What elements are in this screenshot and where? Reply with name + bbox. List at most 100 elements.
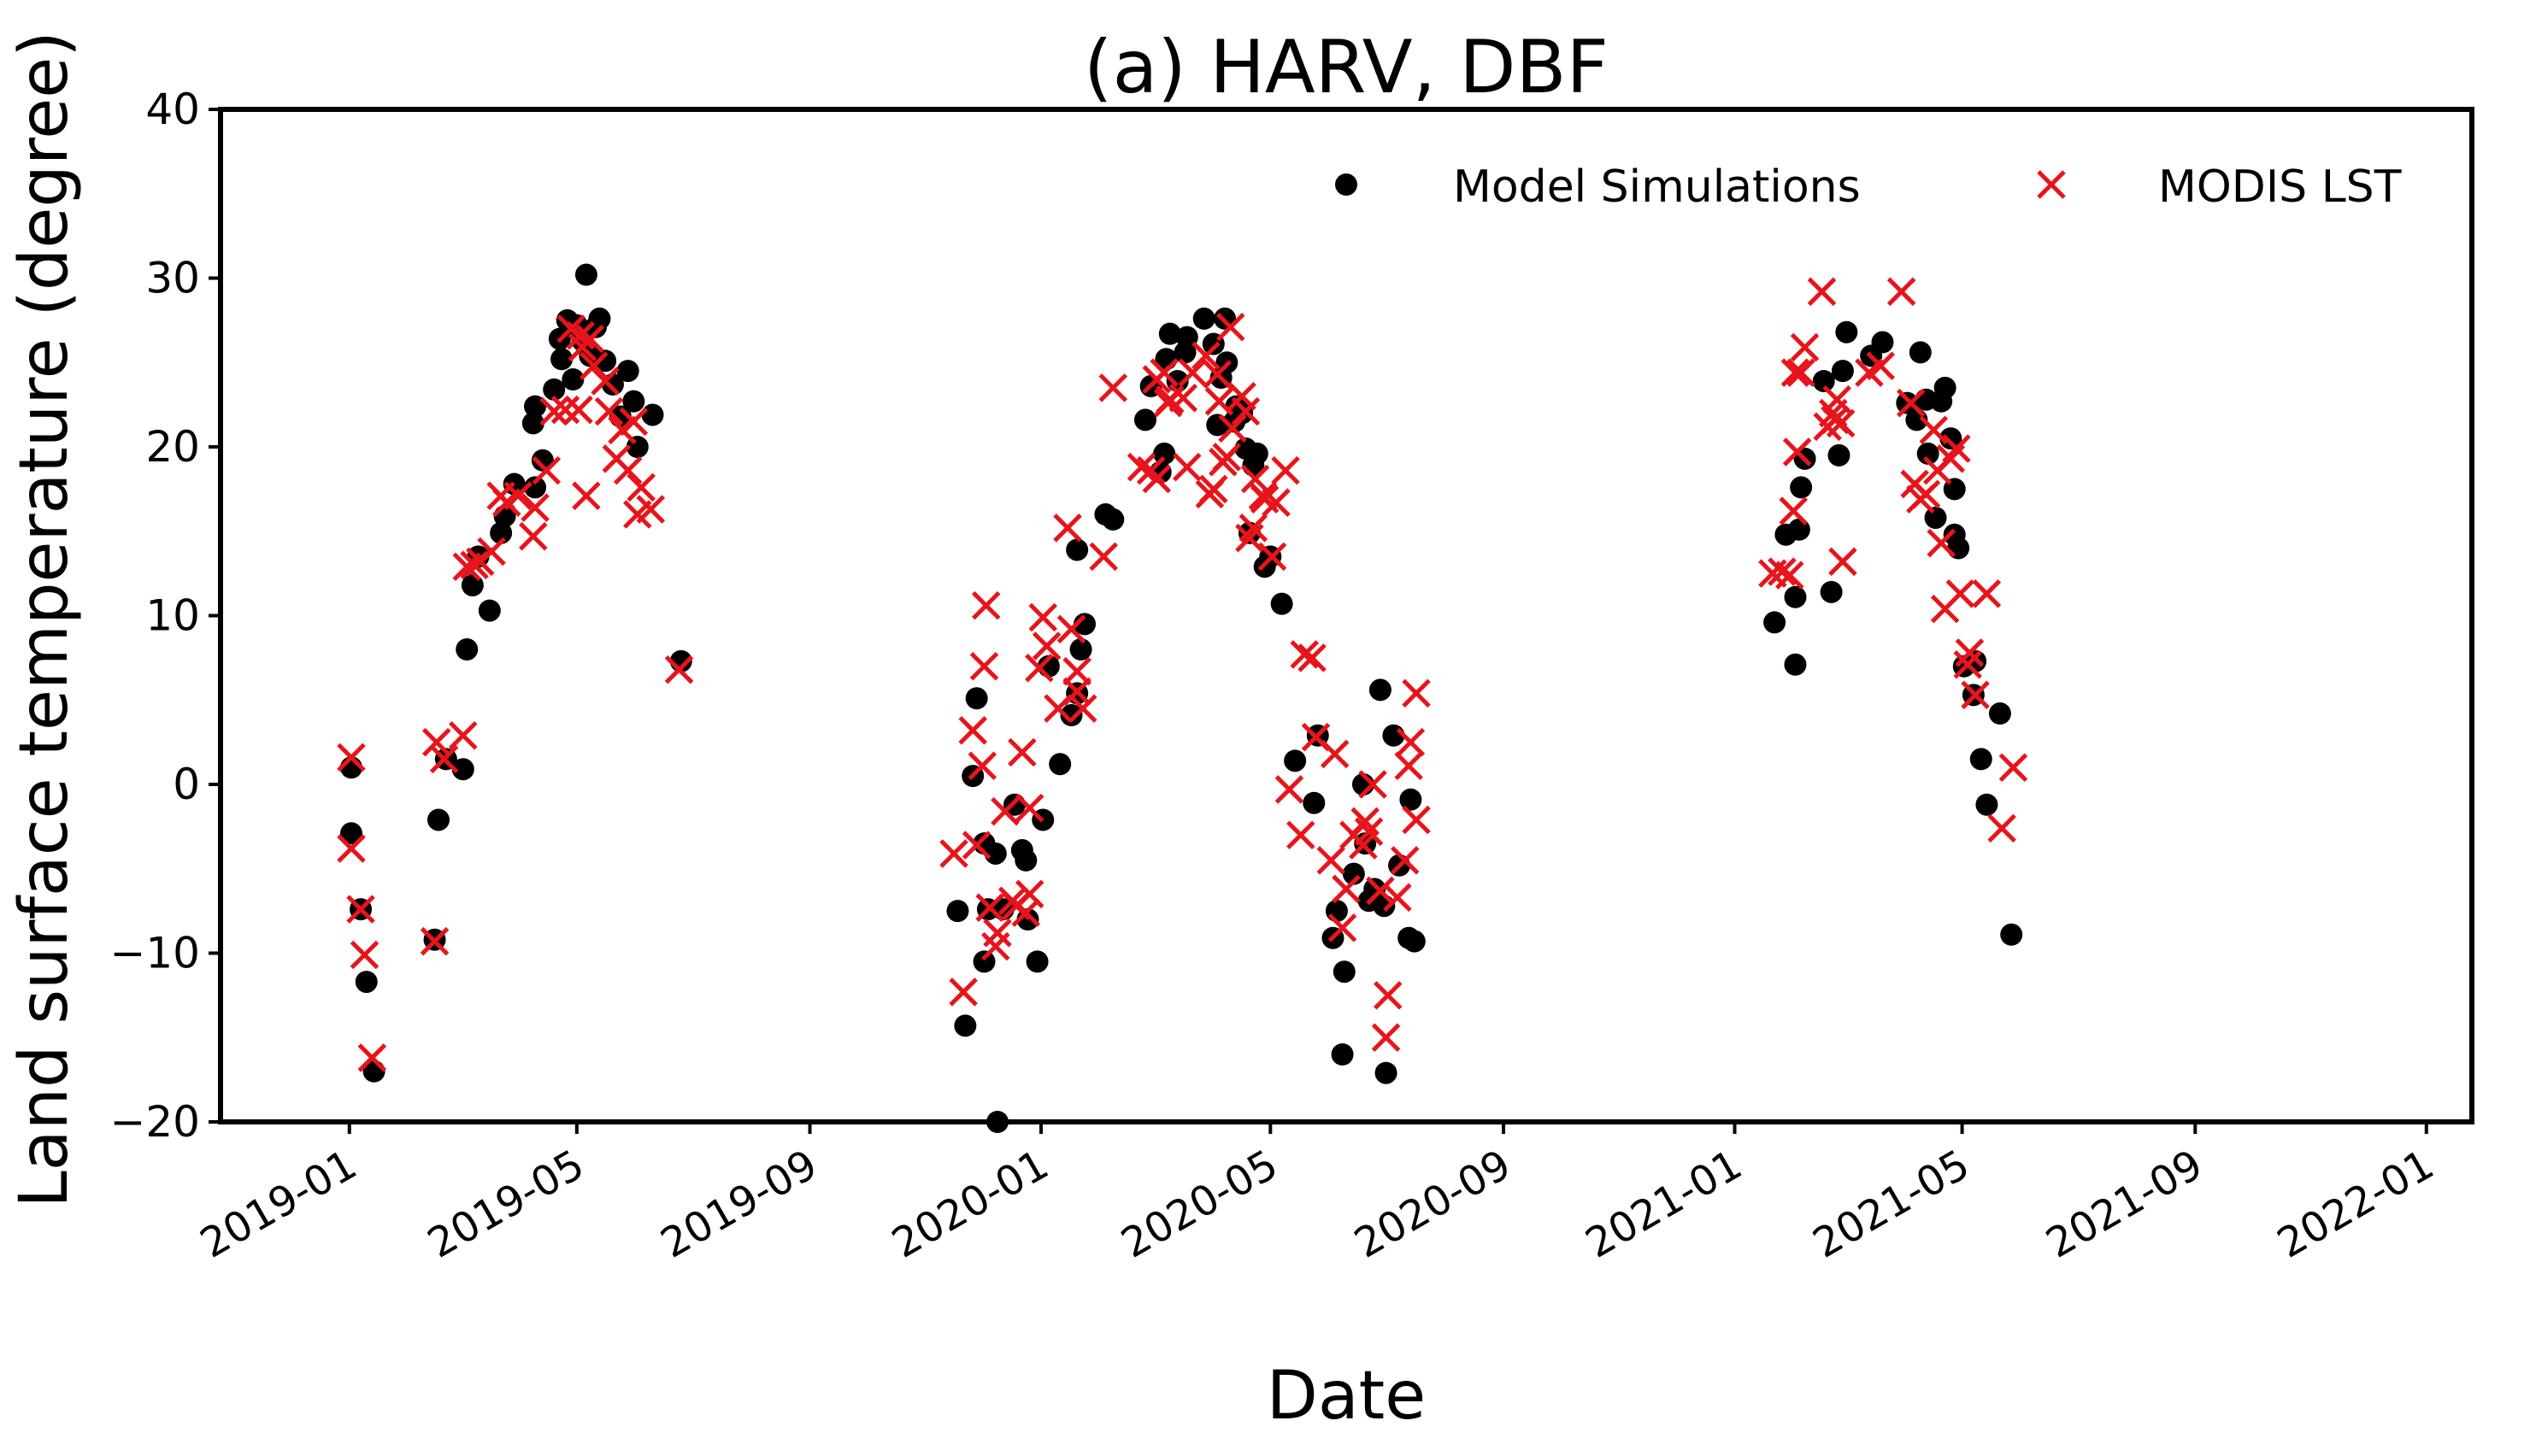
modis-point — [613, 455, 643, 485]
modis-point — [1327, 913, 1357, 942]
model-point — [1831, 360, 1854, 383]
modis-point — [1822, 385, 1852, 414]
modis-point — [1775, 561, 1804, 590]
modis-point-stroke — [1168, 383, 1198, 413]
modis-point — [1089, 542, 1118, 572]
modis-point-stroke — [619, 407, 649, 437]
modis-point-stroke — [969, 651, 999, 681]
modis-point-stroke — [1191, 341, 1221, 371]
modis-point-stroke — [613, 455, 643, 485]
modis-point — [1172, 452, 1202, 482]
model-point — [1069, 638, 1092, 660]
model-point — [1784, 653, 1807, 676]
modis-point-stroke — [1327, 913, 1357, 942]
modis-point — [1961, 680, 1990, 710]
model-point — [1342, 862, 1365, 885]
modis-point — [1366, 876, 1395, 906]
modis-point-stroke — [1332, 874, 1361, 904]
x-tick-label: 2021-09 — [2039, 1141, 2211, 1268]
modis-point — [1953, 650, 1983, 679]
model-point — [1933, 376, 1956, 399]
modis-point — [1828, 547, 1857, 577]
modis-point-stroke — [1942, 434, 1971, 463]
model-point — [1368, 678, 1392, 702]
x-tick-label: 2020-05 — [1114, 1141, 1286, 1268]
modis-point-stroke — [337, 743, 366, 772]
model-point — [427, 808, 450, 831]
modis-point — [1240, 464, 1270, 494]
modis-point — [1911, 479, 1941, 509]
modis-point-stroke — [1786, 358, 1815, 387]
model-point — [1133, 408, 1156, 432]
model-point — [543, 378, 566, 401]
model-point — [1916, 442, 1939, 465]
modis-point — [346, 895, 375, 924]
modis-point-stroke — [1025, 653, 1054, 683]
modis-point — [1204, 386, 1234, 416]
modis-point — [1945, 579, 1975, 608]
modis-point — [1127, 452, 1156, 482]
model-point — [1763, 611, 1786, 634]
model-point — [1331, 1043, 1354, 1066]
modis-point-stroke — [975, 893, 1004, 922]
modis-point — [1998, 753, 2028, 783]
modis-point — [1262, 488, 1291, 517]
modis-point — [1257, 542, 1287, 572]
modis-point — [1271, 455, 1300, 485]
model-point — [1947, 537, 1970, 560]
model-point — [339, 822, 362, 845]
modis-point — [1826, 408, 1856, 438]
modis-point — [1062, 677, 1091, 707]
modis-point-stroke — [1383, 883, 1412, 913]
model-point — [1909, 341, 1932, 364]
model-point — [1790, 476, 1813, 499]
model-point — [1896, 391, 1919, 414]
modis-point — [420, 926, 450, 956]
model-point — [1325, 900, 1348, 923]
modis-point — [1191, 341, 1221, 371]
model-point — [1820, 580, 1843, 603]
modis-point — [357, 1043, 387, 1072]
x-tick-label: 2019-01 — [192, 1141, 365, 1268]
modis-point-stroke — [1390, 846, 1420, 875]
modis-point-stroke — [962, 831, 991, 860]
modis-point — [636, 495, 666, 524]
modis-point — [580, 351, 609, 380]
modis-point-stroke — [1366, 876, 1395, 906]
model-point — [1284, 749, 1307, 772]
modis-point-stroke — [1127, 452, 1156, 482]
modis-point-stroke — [1274, 775, 1304, 804]
model-point — [550, 348, 574, 371]
modis-point-stroke — [503, 481, 532, 511]
modis-point — [1371, 1023, 1401, 1053]
modis-point — [1987, 813, 2016, 843]
modis-point-stroke — [1089, 542, 1118, 572]
model-point — [1403, 930, 1426, 953]
modis-point — [1927, 528, 1956, 558]
modis-point-stroke — [550, 395, 580, 425]
modis-point-stroke — [991, 796, 1020, 826]
modis-point — [1786, 358, 1815, 387]
modis-point-stroke — [1250, 484, 1280, 514]
modis-point — [532, 455, 562, 485]
model-point — [946, 900, 969, 923]
modis-point-stroke — [1316, 846, 1346, 875]
modis-point-stroke — [575, 324, 605, 354]
modis-point-stroke — [594, 396, 624, 426]
modis-point — [1383, 883, 1412, 913]
modis-point-stroke — [1240, 464, 1270, 494]
modis-point-stroke — [1227, 381, 1256, 411]
modis-point — [449, 720, 478, 750]
modis-point — [619, 407, 649, 437]
modis-point — [1350, 807, 1380, 837]
modis-point-stroke — [1239, 514, 1268, 543]
modis-point-stroke — [421, 727, 451, 757]
modis-point-stroke — [1062, 677, 1091, 707]
legend-label: Model Simulations — [1453, 161, 1861, 213]
x-axis-label: Date — [1267, 1358, 1426, 1435]
modis-point-stroke — [1866, 351, 1896, 380]
modis-point-stroke — [1290, 640, 1319, 669]
modis-point — [1028, 602, 1058, 632]
model-point — [1975, 793, 1998, 816]
